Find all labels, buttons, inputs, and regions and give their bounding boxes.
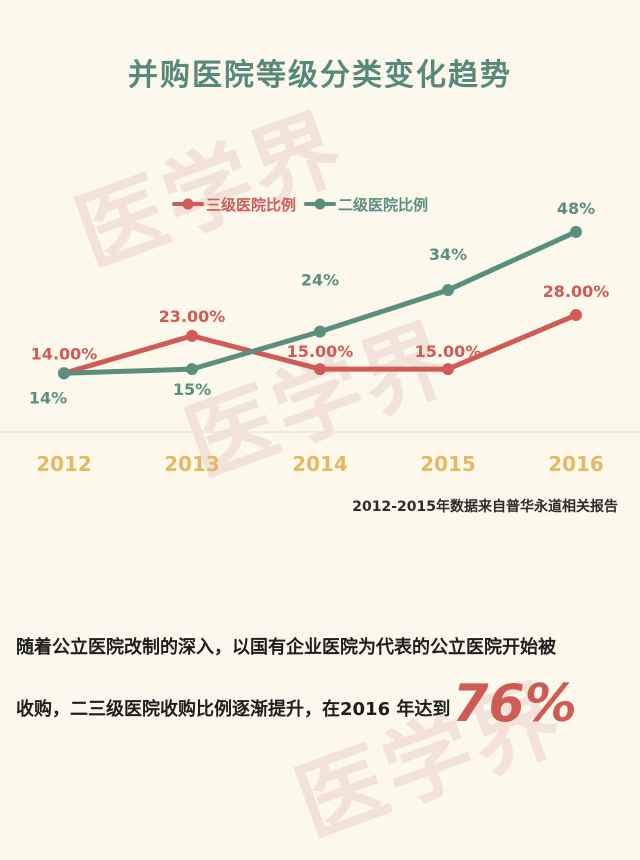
series-1-label-2015: 15.00% [415,342,482,361]
series-1-label-2014: 15.00% [287,342,354,361]
legend-label-1: 三级医院比例 [206,196,296,214]
x-tick-2013: 2013 [164,452,220,476]
series-2-label-2016: 48% [557,199,595,218]
x-tick-2016: 2016 [548,452,604,476]
series-2-label-2013: 15% [173,380,211,399]
series-2-label-2014: 24% [301,271,339,290]
series-1-label-2012: 14.00% [31,344,98,363]
series-1-label-2013: 23.00% [159,307,226,326]
x-tick-2012: 2012 [36,452,92,476]
legend-label-2: 二级医院比例 [338,196,428,214]
summary-line-2: 收购，二三级医院收购比例逐渐提升，在2016 年达到76% [16,676,626,738]
series-2-point-2012 [58,367,70,380]
x-tick-2014: 2014 [292,452,348,476]
x-tick-2015: 2015 [420,452,476,476]
summary-text: 随着公立医院改制的深入，以国有企业医院为代表的公立医院开始被 收购，二三级医院收… [16,620,626,738]
summary-line-2-text: 收购，二三级医院收购比例逐渐提升，在2016 年达到 [16,699,451,720]
series-1-point-2013 [186,329,198,342]
series-2-point-2014 [314,325,326,338]
highlight-percentage: 76% [452,674,577,734]
line-chart: 三级医院比例 二级医院比例 14.00% 23.00% 15.00% 15.00% 28.0… [0,196,640,476]
series-1-point-2014 [314,363,326,376]
series-2-label-2015: 34% [429,245,467,264]
series-1-point-2015 [442,363,454,376]
series-2-point-2015 [442,284,454,297]
legend-marker-2 [314,198,326,210]
chart-title: 并购医院等级分类变化趋势 [128,58,512,93]
summary-line-1: 随着公立医院改制的深入，以国有企业医院为代表的公立医院开始被 [16,637,556,658]
series-2-point-2013 [186,363,198,376]
data-source-note: 2012-2015年数据来自普华永道相关报告 [352,499,618,515]
series-2-point-2016 [570,225,582,238]
series-2-label-2012: 14% [29,388,67,407]
series-1-label-2016: 28.00% [543,282,610,301]
series-1-point-2016 [570,309,582,322]
legend-marker-1 [182,198,194,210]
